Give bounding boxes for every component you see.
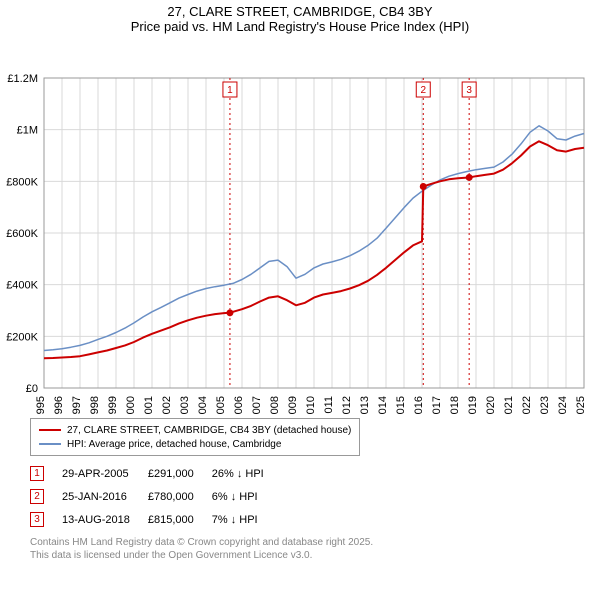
x-tick-label: 2025	[575, 396, 587, 414]
footer-line1: Contains HM Land Registry data © Crown c…	[30, 537, 600, 550]
x-tick-label: 2008	[269, 396, 281, 414]
sale-marker: 2	[30, 489, 44, 504]
chart-titles: 27, CLARE STREET, CAMBRIDGE, CB4 3BY Pri…	[0, 0, 600, 34]
x-tick-label: 2018	[449, 396, 461, 414]
legend: 27, CLARE STREET, CAMBRIDGE, CB4 3BY (de…	[30, 418, 360, 456]
x-tick-label: 2004	[197, 396, 209, 414]
legend-swatch-hpi	[39, 443, 61, 445]
x-tick-label: 1995	[35, 396, 47, 414]
x-tick-label: 2000	[125, 396, 137, 414]
x-tick-label: 2002	[161, 396, 173, 414]
x-tick-label: 1999	[107, 396, 119, 414]
sales-row: 2 25-JAN-2016£780,0006% ↓ HPI	[30, 485, 282, 508]
y-tick-label: £800K	[6, 176, 38, 188]
sales-row: 1 29-APR-2005£291,00026% ↓ HPI	[30, 462, 282, 485]
x-tick-label: 2006	[233, 396, 245, 414]
x-tick-label: 2022	[521, 396, 533, 414]
x-tick-label: 2009	[287, 396, 299, 414]
x-tick-label: 2005	[215, 396, 227, 414]
x-tick-label: 2003	[179, 396, 191, 414]
x-tick-label: 2012	[341, 396, 353, 414]
legend-swatch-property	[39, 429, 61, 431]
sale-delta: 26% ↓ HPI	[212, 462, 282, 485]
x-tick-label: 1998	[89, 396, 101, 414]
x-tick-label: 1996	[53, 396, 65, 414]
x-tick-label: 2024	[557, 396, 569, 414]
sales-table: 1 29-APR-2005£291,00026% ↓ HPI 2 25-JAN-201…	[30, 462, 282, 531]
title-address: 27, CLARE STREET, CAMBRIDGE, CB4 3BY	[0, 4, 600, 19]
sale-date: 13-AUG-2018	[62, 508, 148, 531]
sales-row: 3 13-AUG-2018£815,0007% ↓ HPI	[30, 508, 282, 531]
legend-label-property: 27, CLARE STREET, CAMBRIDGE, CB4 3BY (de…	[67, 425, 351, 436]
x-tick-label: 2023	[539, 396, 551, 414]
y-tick-label: £1.2M	[7, 73, 38, 85]
y-tick-label: £600K	[6, 228, 38, 240]
x-tick-label: 2011	[323, 396, 335, 414]
sale-marker: 1	[30, 466, 44, 481]
sale-price: £780,000	[148, 485, 212, 508]
x-tick-label: 2013	[359, 396, 371, 414]
chart-svg: £0 £200K £400K £600K £800K £1M £1.2M 1995 1996 19…	[0, 34, 600, 414]
sale-price: £291,000	[148, 462, 212, 485]
y-tick-label: £400K	[6, 280, 38, 292]
sale-price: £815,000	[148, 508, 212, 531]
sale-date: 25-JAN-2016	[62, 485, 148, 508]
x-tick-label: 2020	[485, 396, 497, 414]
chart-marker-label: 1	[227, 85, 233, 96]
footer: Contains HM Land Registry data © Crown c…	[30, 537, 600, 562]
legend-row-property: 27, CLARE STREET, CAMBRIDGE, CB4 3BY (de…	[39, 423, 351, 437]
chart-area: £0 £200K £400K £600K £800K £1M £1.2M 1995 1996 19…	[0, 34, 600, 414]
legend-label-hpi: HPI: Average price, detached house, Camb…	[67, 439, 281, 450]
y-tick-label: £0	[26, 383, 38, 395]
sale-delta: 7% ↓ HPI	[212, 508, 282, 531]
title-subtitle: Price paid vs. HM Land Registry's House …	[0, 19, 600, 34]
chart-marker-label: 3	[466, 85, 472, 96]
x-tick-label: 2001	[143, 396, 155, 414]
y-tick-label: £200K	[6, 331, 38, 343]
x-tick-label: 2016	[413, 396, 425, 414]
x-tick-label: 2019	[467, 396, 479, 414]
sale-date: 29-APR-2005	[62, 462, 148, 485]
x-tick-label: 2010	[305, 396, 317, 414]
y-tick-label: £1M	[17, 125, 38, 137]
sale-marker: 3	[30, 512, 44, 527]
chart-marker-label: 2	[420, 85, 426, 96]
footer-line2: This data is licensed under the Open Gov…	[30, 550, 600, 563]
x-tick-label: 2015	[395, 396, 407, 414]
legend-row-hpi: HPI: Average price, detached house, Camb…	[39, 437, 351, 451]
x-tick-label: 2017	[431, 396, 443, 414]
x-tick-label: 2021	[503, 396, 515, 414]
x-tick-label: 2007	[251, 396, 263, 414]
x-tick-label: 1997	[71, 396, 83, 414]
x-tick-label: 2014	[377, 396, 389, 414]
sale-delta: 6% ↓ HPI	[212, 485, 282, 508]
